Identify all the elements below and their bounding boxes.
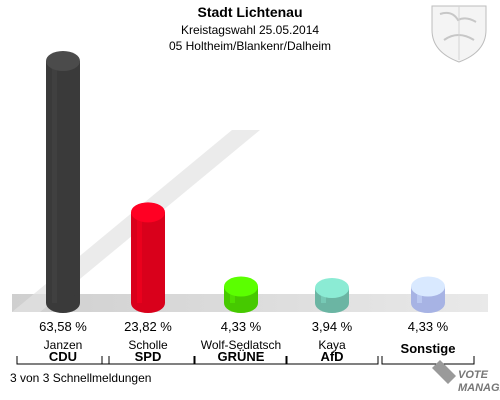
logo-mark-icon bbox=[432, 360, 456, 384]
chart-title: Stadt Lichtenau bbox=[197, 4, 302, 20]
candidate-label: Janzen bbox=[44, 338, 83, 352]
bar-afd bbox=[315, 278, 349, 313]
bar-sonstige bbox=[411, 276, 445, 313]
value-label: 63,58 % bbox=[39, 319, 87, 334]
value-label: 23,82 % bbox=[124, 319, 172, 334]
label-bracket bbox=[16, 356, 110, 365]
party-label: GRÜNE bbox=[218, 349, 265, 364]
bar-cdu bbox=[46, 51, 80, 313]
bar-spd bbox=[131, 202, 165, 313]
votemanager-logo: VOTE MANAGER bbox=[432, 360, 500, 394]
bars-group bbox=[46, 51, 445, 313]
label-bracket bbox=[194, 356, 288, 365]
label-bracket bbox=[101, 356, 195, 365]
district-label: 05 Holtheim/Blankenr/Dalheim bbox=[169, 39, 331, 53]
party-label: SPD bbox=[135, 349, 162, 364]
value-label: 4,33 % bbox=[408, 319, 449, 334]
party-label: Sonstige bbox=[401, 341, 456, 356]
party-label: CDU bbox=[49, 349, 77, 364]
label-bracket bbox=[285, 356, 379, 365]
candidate-label: Scholle bbox=[128, 338, 168, 352]
value-label: 4,33 % bbox=[221, 319, 262, 334]
label-bracket bbox=[381, 356, 475, 365]
candidate-label: Kaya bbox=[318, 338, 346, 352]
candidate-label: Wolf-Sedlatsch bbox=[201, 338, 281, 352]
status-text: 3 von 3 Schnellmeldungen bbox=[10, 371, 151, 385]
value-label: 3,94 % bbox=[312, 319, 353, 334]
brand-line-2: MANAGER bbox=[458, 382, 500, 394]
coat-of-arms-icon bbox=[431, 5, 487, 63]
bar-grüne bbox=[224, 276, 258, 313]
chart-subtitle: Kreistagswahl 25.05.2014 bbox=[181, 23, 319, 37]
party-label: AfD bbox=[320, 349, 343, 364]
brand-line-1: VOTE bbox=[458, 369, 489, 381]
